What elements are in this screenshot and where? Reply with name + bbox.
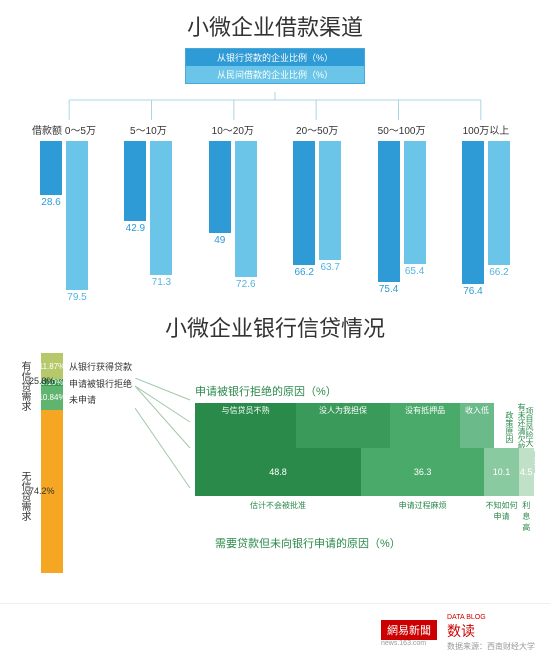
rejected-label: 与信贷员不熟 bbox=[195, 403, 296, 451]
chart1-bars: 借款额 0～5万28.679.55～10万42.971.310～20万4972.… bbox=[25, 122, 525, 291]
bar-value: 66.2 bbox=[294, 267, 313, 278]
bar-category-label: 20～50万 bbox=[296, 122, 338, 137]
bar bbox=[209, 141, 231, 233]
bar-value: 66.2 bbox=[489, 267, 508, 278]
bar-value: 65.4 bbox=[405, 266, 424, 277]
bar-value: 75.4 bbox=[379, 284, 398, 295]
bar bbox=[40, 141, 62, 195]
rejected-label: 项目风险大 bbox=[527, 403, 535, 451]
bar bbox=[319, 141, 341, 260]
bar-category-label: 借款额 0～5万 bbox=[32, 122, 96, 137]
footer: 網易新聞 news.163.com DATA BLOG 数读 数据来源：西南财经… bbox=[0, 603, 550, 662]
rejected-label: 没人为我担保 bbox=[296, 403, 390, 451]
bar-value: 71.3 bbox=[152, 277, 171, 288]
notapplied-label: 利息高 bbox=[519, 498, 534, 535]
notapplied-label: 不知如何申请 bbox=[484, 498, 518, 535]
legend-row-0: 从银行贷款的企业比例（%） bbox=[186, 49, 364, 66]
bar-value: 79.5 bbox=[67, 292, 86, 303]
segment-label-row: 未申请 bbox=[69, 388, 132, 412]
notapplied-bar-seg: 4.5 bbox=[519, 448, 534, 496]
chart2-title: 小微企业银行信贷情况 bbox=[15, 311, 535, 343]
bar bbox=[66, 141, 88, 290]
chart1-title: 小微企业借款渠道 bbox=[15, 10, 535, 42]
stack-segment: 10.84% bbox=[41, 386, 63, 410]
stack-right: 从银行获得贷款申请被银行拒绝未申请 申请被银行拒绝的原因（%） 与信贷员不熟没人为我… bbox=[65, 353, 535, 573]
bar-category-label: 5～10万 bbox=[130, 122, 167, 137]
netease-logo: 網易新聞 news.163.com bbox=[381, 620, 437, 647]
bar bbox=[462, 141, 484, 284]
chart1-bracket bbox=[30, 92, 520, 122]
group-vertical-label: 无信贷需求 bbox=[17, 471, 32, 521]
notapplied-bar-seg: 10.1 bbox=[484, 448, 518, 496]
bar bbox=[150, 141, 172, 275]
bar-value: 42.9 bbox=[126, 223, 145, 234]
rejected-label: 政策原因 bbox=[494, 403, 515, 451]
bar bbox=[235, 141, 257, 277]
rejected-label: 没有抵押品 bbox=[390, 403, 460, 451]
chart2-body: 有信贷需求25.8%无信贷需求74.2%11.87%3.10%10.84% 从银… bbox=[15, 353, 535, 573]
bar-value: 72.6 bbox=[236, 279, 255, 290]
rejected-label: 收入低 bbox=[460, 403, 494, 451]
segment-label-row: 申请被银行拒绝 bbox=[69, 380, 132, 387]
bar bbox=[404, 141, 426, 264]
chart1-legend: 从银行贷款的企业比例（%） 从民间借款的企业比例（%） bbox=[185, 48, 365, 84]
group-pct: 25.8% bbox=[29, 376, 55, 386]
legend-row-1: 从民间借款的企业比例（%） bbox=[186, 66, 364, 83]
bar bbox=[124, 141, 146, 221]
bar-category-label: 100万以上 bbox=[463, 122, 510, 137]
bar-value: 49 bbox=[214, 235, 225, 246]
segment-label-row: 从银行获得贷款 bbox=[69, 353, 132, 379]
stack-left: 有信贷需求25.8%无信贷需求74.2%11.87%3.10%10.84% bbox=[15, 353, 65, 573]
data-blog-logo: DATA BLOG 数读 数据来源：西南财经大学 bbox=[447, 614, 535, 652]
stack-segment: 11.87% bbox=[41, 353, 63, 379]
bar-category-label: 50～100万 bbox=[378, 122, 426, 137]
bar bbox=[378, 141, 400, 282]
bar-category-label: 10～20万 bbox=[212, 122, 254, 137]
bar-value: 63.7 bbox=[320, 262, 339, 273]
bar bbox=[293, 141, 315, 265]
notapplied-bar-seg: 36.3 bbox=[361, 448, 484, 496]
bar-value: 76.4 bbox=[463, 286, 482, 297]
bar-value: 28.6 bbox=[41, 197, 60, 208]
notapplied-bar-seg: 48.8 bbox=[195, 448, 361, 496]
group-pct: 74.2% bbox=[29, 486, 55, 496]
notapplied-label: 申请过程麻烦 bbox=[361, 498, 484, 535]
notapplied-title: 需要贷款但未向银行申请的原因（%） bbox=[215, 535, 535, 551]
bar bbox=[488, 141, 510, 265]
group-vertical-label: 有信贷需求 bbox=[17, 361, 32, 411]
rejected-title: 申请被银行拒绝的原因（%） bbox=[195, 383, 535, 399]
notapplied-label: 估计不会被批准 bbox=[195, 498, 361, 535]
